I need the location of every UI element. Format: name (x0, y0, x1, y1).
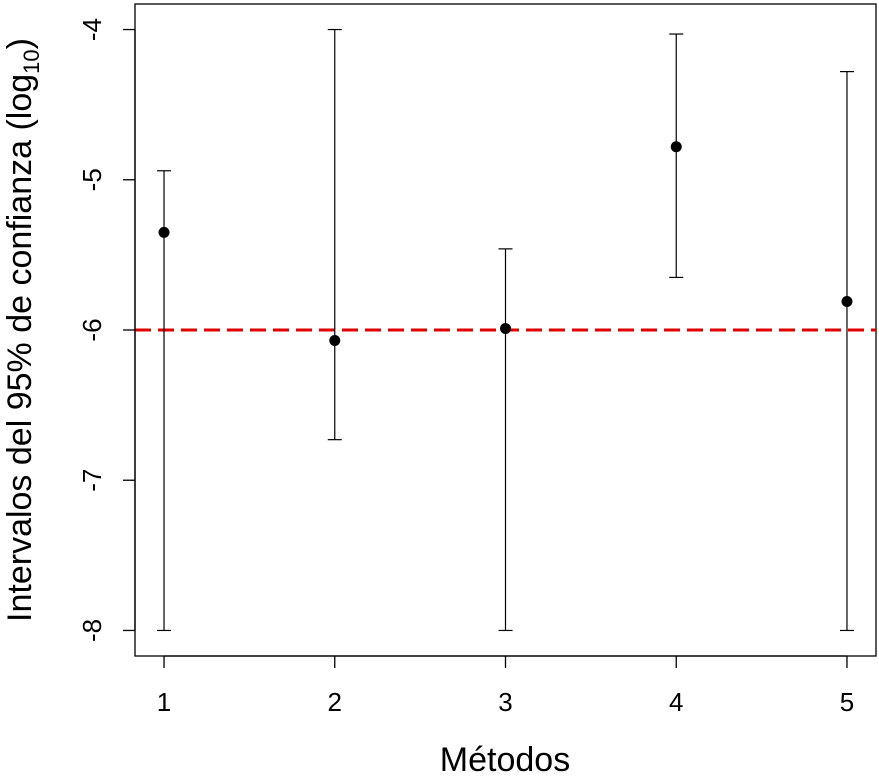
x-tick-label-3: 3 (498, 687, 512, 717)
x-tick-label-2: 2 (328, 687, 342, 717)
point-estimate-2 (329, 335, 341, 347)
x-tick-label-1: 1 (157, 687, 171, 717)
y-tick-label--4: -4 (77, 18, 107, 41)
y-tick-label--7: -7 (77, 469, 107, 492)
error-bars-layer (157, 28, 854, 632)
point-estimate-3 (500, 322, 511, 334)
point-estimate-5 (841, 295, 853, 307)
y-axis-title-subscript: 10 (19, 49, 44, 73)
y-axis-title-suffix: ) (1, 38, 39, 49)
y-tick-label--8: -8 (77, 619, 107, 642)
x-tick-label-5: 5 (840, 687, 854, 717)
y-axis: -8 -7 -6 -5 -4 (77, 18, 136, 642)
error-bar-2 (327, 28, 342, 441)
points-layer (158, 141, 853, 347)
error-bar-4 (669, 33, 684, 279)
y-tick-label--5: -5 (77, 168, 107, 191)
x-axis-title: Métodos (440, 741, 570, 779)
error-bar-5 (839, 71, 854, 632)
point-estimate-4 (670, 141, 682, 153)
y-axis-title-main: Intervalos del 95% de confianza (log (1, 74, 39, 622)
y-axis-title: Intervalos del 95% de confianza (log10) (1, 38, 44, 622)
x-axis: 1 2 3 4 5 (157, 655, 854, 717)
error-bar-3 (498, 248, 513, 632)
point-estimate-1 (158, 226, 170, 238)
x-tick-label-4: 4 (669, 687, 683, 717)
y-tick-label--6: -6 (77, 318, 107, 341)
error-bar-1 (157, 170, 172, 632)
